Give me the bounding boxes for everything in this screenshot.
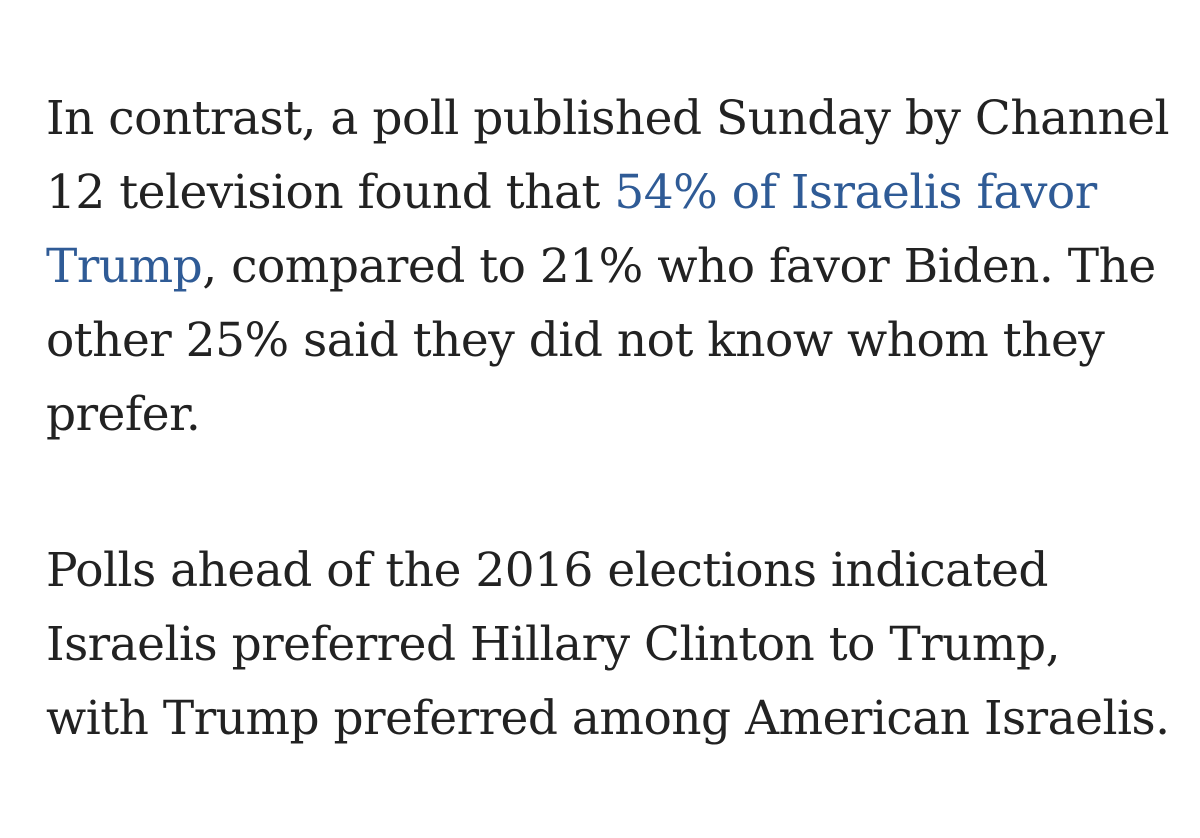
- text-line: prefer.: [46, 387, 201, 442]
- text-line: Trump, compared to 21% who favor Biden. …: [46, 230, 1176, 304]
- text-line: with Trump preferred among American Isra…: [46, 691, 1170, 746]
- text-line: In contrast, a poll published Sunday by …: [46, 91, 1170, 146]
- text-line: 12 television found that 54% of Israelis…: [46, 156, 1176, 230]
- text-line: Israelis preferred Hillary Clinton to Tr…: [46, 617, 1061, 672]
- paragraph-poll-channel-12: In contrast, a poll published Sunday by …: [46, 82, 1176, 452]
- paragraph-2016-polls: Polls ahead of the 2016 elections indica…: [46, 534, 1176, 756]
- text-fragment: , compared to 21% who favor Biden. The: [202, 239, 1156, 294]
- text-line: other 25% said they did not know whom th…: [46, 313, 1105, 368]
- poll-link-continued[interactable]: Trump: [46, 239, 203, 294]
- article-body: In contrast, a poll published Sunday by …: [46, 82, 1176, 838]
- text-line: Polls ahead of the 2016 elections indica…: [46, 543, 1048, 598]
- text-fragment: 12 television found that: [46, 165, 615, 220]
- poll-link[interactable]: 54% of Israelis favor: [614, 165, 1097, 220]
